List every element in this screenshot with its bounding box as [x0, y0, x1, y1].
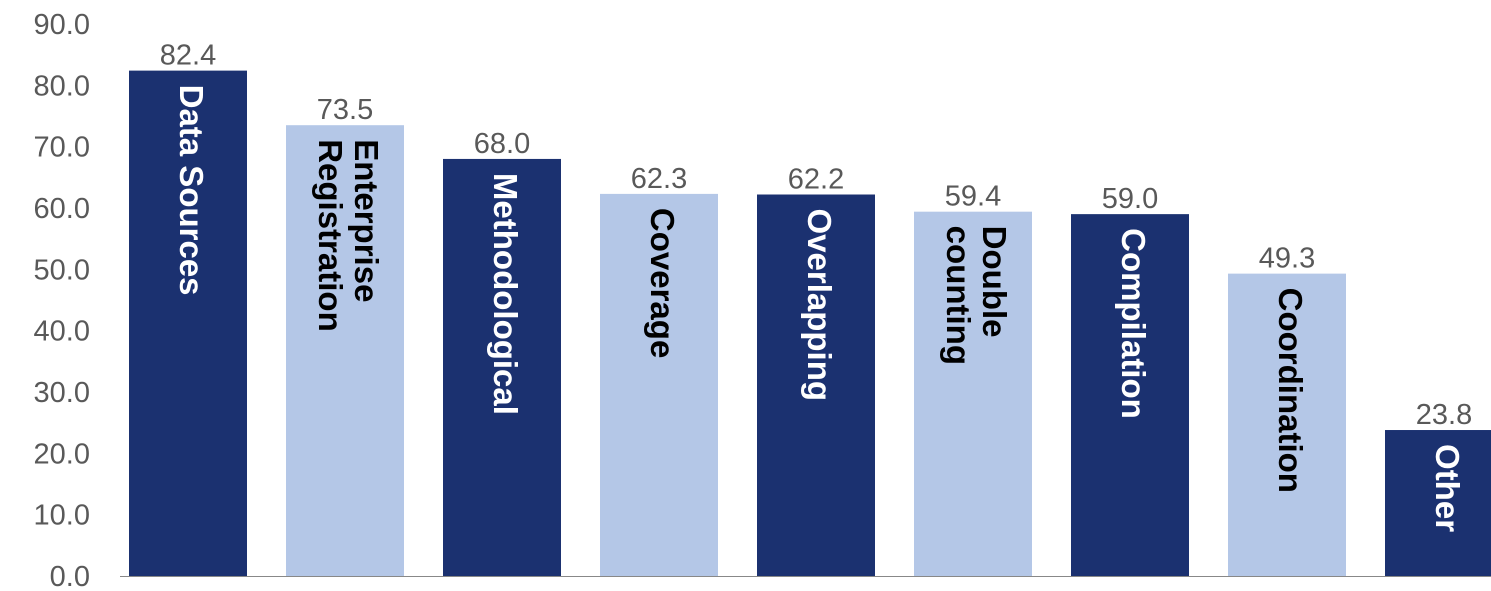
category-label: Methodological [487, 173, 524, 415]
data-label: 49.3 [1259, 243, 1315, 275]
y-tick-label: 70.0 [34, 132, 90, 164]
category-label: Overlapping [801, 209, 838, 402]
y-tick-label: 90.0 [34, 9, 90, 41]
category-label: Other [1429, 444, 1466, 532]
y-tick-label: 30.0 [34, 377, 90, 409]
data-label: 73.5 [317, 94, 373, 126]
category-label-line: counting [940, 226, 977, 365]
bar [914, 211, 1032, 576]
category-label-text: Data Sources [173, 85, 210, 296]
data-label: 59.0 [1102, 183, 1158, 215]
category-label-line: Methodological [487, 173, 524, 415]
category-label-text: Coordination [1272, 288, 1309, 493]
category-label-line: Overlapping [801, 209, 838, 402]
category-labels: Data Sources EnterpriseRegistration Method… [173, 85, 1466, 533]
bar [600, 193, 718, 577]
y-tick-label: 80.0 [34, 70, 90, 102]
bar [1385, 430, 1491, 576]
data-label: 82.4 [160, 40, 216, 72]
bar [1228, 273, 1346, 576]
data-label: 62.3 [631, 163, 687, 195]
category-label-text: Methodological [487, 173, 524, 415]
category-label-line: Enterprise [348, 139, 385, 302]
category-label-text: Other [1429, 444, 1466, 532]
category-label-line: Double [976, 226, 1013, 338]
category-label: EnterpriseRegistration [312, 139, 385, 332]
y-tick-label: 20.0 [34, 438, 90, 470]
category-label: Coordination [1272, 288, 1309, 493]
category-label: Compilation [1115, 228, 1152, 419]
category-label-text: EnterpriseRegistration [312, 139, 385, 332]
y-tick-label: 40.0 [34, 316, 90, 348]
data-label: 23.8 [1416, 399, 1472, 431]
category-label: Data Sources [173, 85, 210, 296]
value-labels: 82.4 73.5 68.0 62.3 62.2 59.4 59.0 49.3 23.8 [160, 40, 1472, 431]
category-label: Doublecounting [940, 226, 1013, 365]
y-axis: 0.0 10.0 20.0 30.0 40.0 50.0 60.0 70.0 80.0 90.0 [34, 9, 90, 591]
bar [443, 158, 561, 576]
data-label: 68.0 [474, 128, 530, 160]
data-label: 62.2 [788, 164, 844, 196]
bar [1071, 214, 1189, 576]
bar [129, 70, 247, 576]
category-label-text: Overlapping [801, 209, 838, 402]
category-label-line: Registration [312, 139, 349, 332]
y-tick-label: 0.0 [50, 561, 90, 591]
bar [757, 194, 875, 577]
category-label-text: Coverage [644, 208, 681, 358]
bars [129, 70, 1491, 577]
data-label: 59.4 [945, 181, 1001, 213]
category-label-text: Doublecounting [940, 226, 1013, 365]
category-label-line: Coordination [1272, 288, 1309, 493]
y-tick-label: 60.0 [34, 193, 90, 225]
category-label: Coverage [644, 208, 681, 358]
y-tick-label: 10.0 [34, 500, 90, 532]
bar [286, 125, 404, 576]
category-label-text: Compilation [1115, 228, 1152, 419]
category-label-line: Coverage [644, 208, 681, 358]
category-label-line: Other [1429, 444, 1466, 532]
category-label-line: Data Sources [173, 85, 210, 296]
y-tick-label: 50.0 [34, 254, 90, 286]
category-label-line: Compilation [1115, 228, 1152, 419]
